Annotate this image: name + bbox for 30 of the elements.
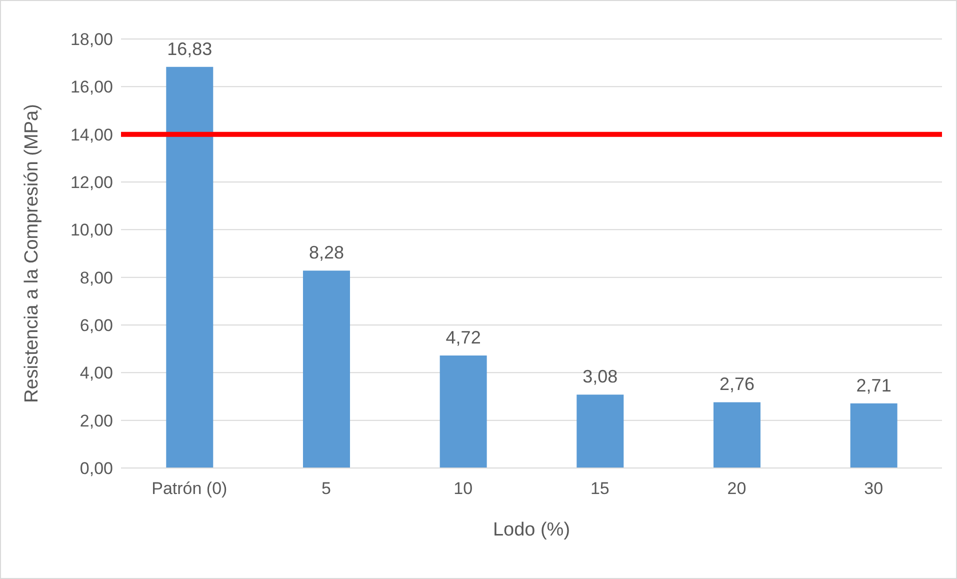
- data-label: 2,76: [719, 374, 755, 394]
- y-tick-label: 2,00: [80, 411, 113, 430]
- y-tick-label: 14,00: [70, 125, 113, 144]
- data-label: 16,83: [167, 38, 212, 59]
- bar: [576, 394, 624, 468]
- bar: [166, 66, 214, 468]
- data-label: 3,08: [582, 366, 618, 387]
- y-tick-label: 0,00: [80, 459, 113, 478]
- y-axis-title: Resistencia a la Compresión (MPa): [22, 104, 43, 403]
- y-tick-label: 18,00: [70, 30, 113, 50]
- y-tick-label: 12,00: [70, 173, 113, 192]
- bar: [850, 403, 898, 468]
- data-label: 4,72: [446, 328, 481, 348]
- bar: [302, 270, 350, 468]
- y-tick-label: 6,00: [80, 316, 113, 336]
- x-tick-label: Patrón (0): [152, 479, 228, 498]
- bar: [713, 402, 760, 468]
- data-label: 8,28: [308, 242, 344, 263]
- bar: [440, 356, 487, 468]
- x-tick-label: 20: [727, 479, 746, 498]
- x-tick-label: 10: [454, 479, 473, 498]
- x-axis-title: Lodo (%): [492, 519, 570, 540]
- y-tick-label: 4,00: [80, 364, 113, 383]
- data-label: 2,71: [856, 375, 892, 396]
- x-tick-label: 5: [322, 479, 331, 498]
- x-tick-label: 30: [864, 479, 884, 498]
- y-tick-label: 10,00: [70, 220, 113, 240]
- x-tick-label: 15: [590, 479, 610, 498]
- y-tick-label: 16,00: [70, 78, 113, 97]
- y-tick-label: 8,00: [80, 268, 113, 288]
